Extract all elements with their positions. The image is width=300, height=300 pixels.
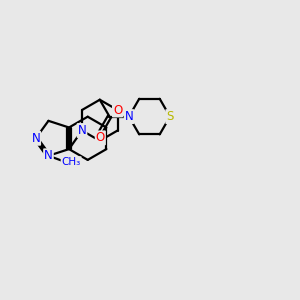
Text: N: N <box>78 124 86 137</box>
Text: S: S <box>166 110 174 123</box>
Text: N: N <box>124 110 133 123</box>
Text: CH₃: CH₃ <box>61 157 81 167</box>
Text: O: O <box>113 103 122 116</box>
Text: O: O <box>96 131 105 144</box>
Text: N: N <box>44 149 53 162</box>
Text: N: N <box>32 132 40 145</box>
